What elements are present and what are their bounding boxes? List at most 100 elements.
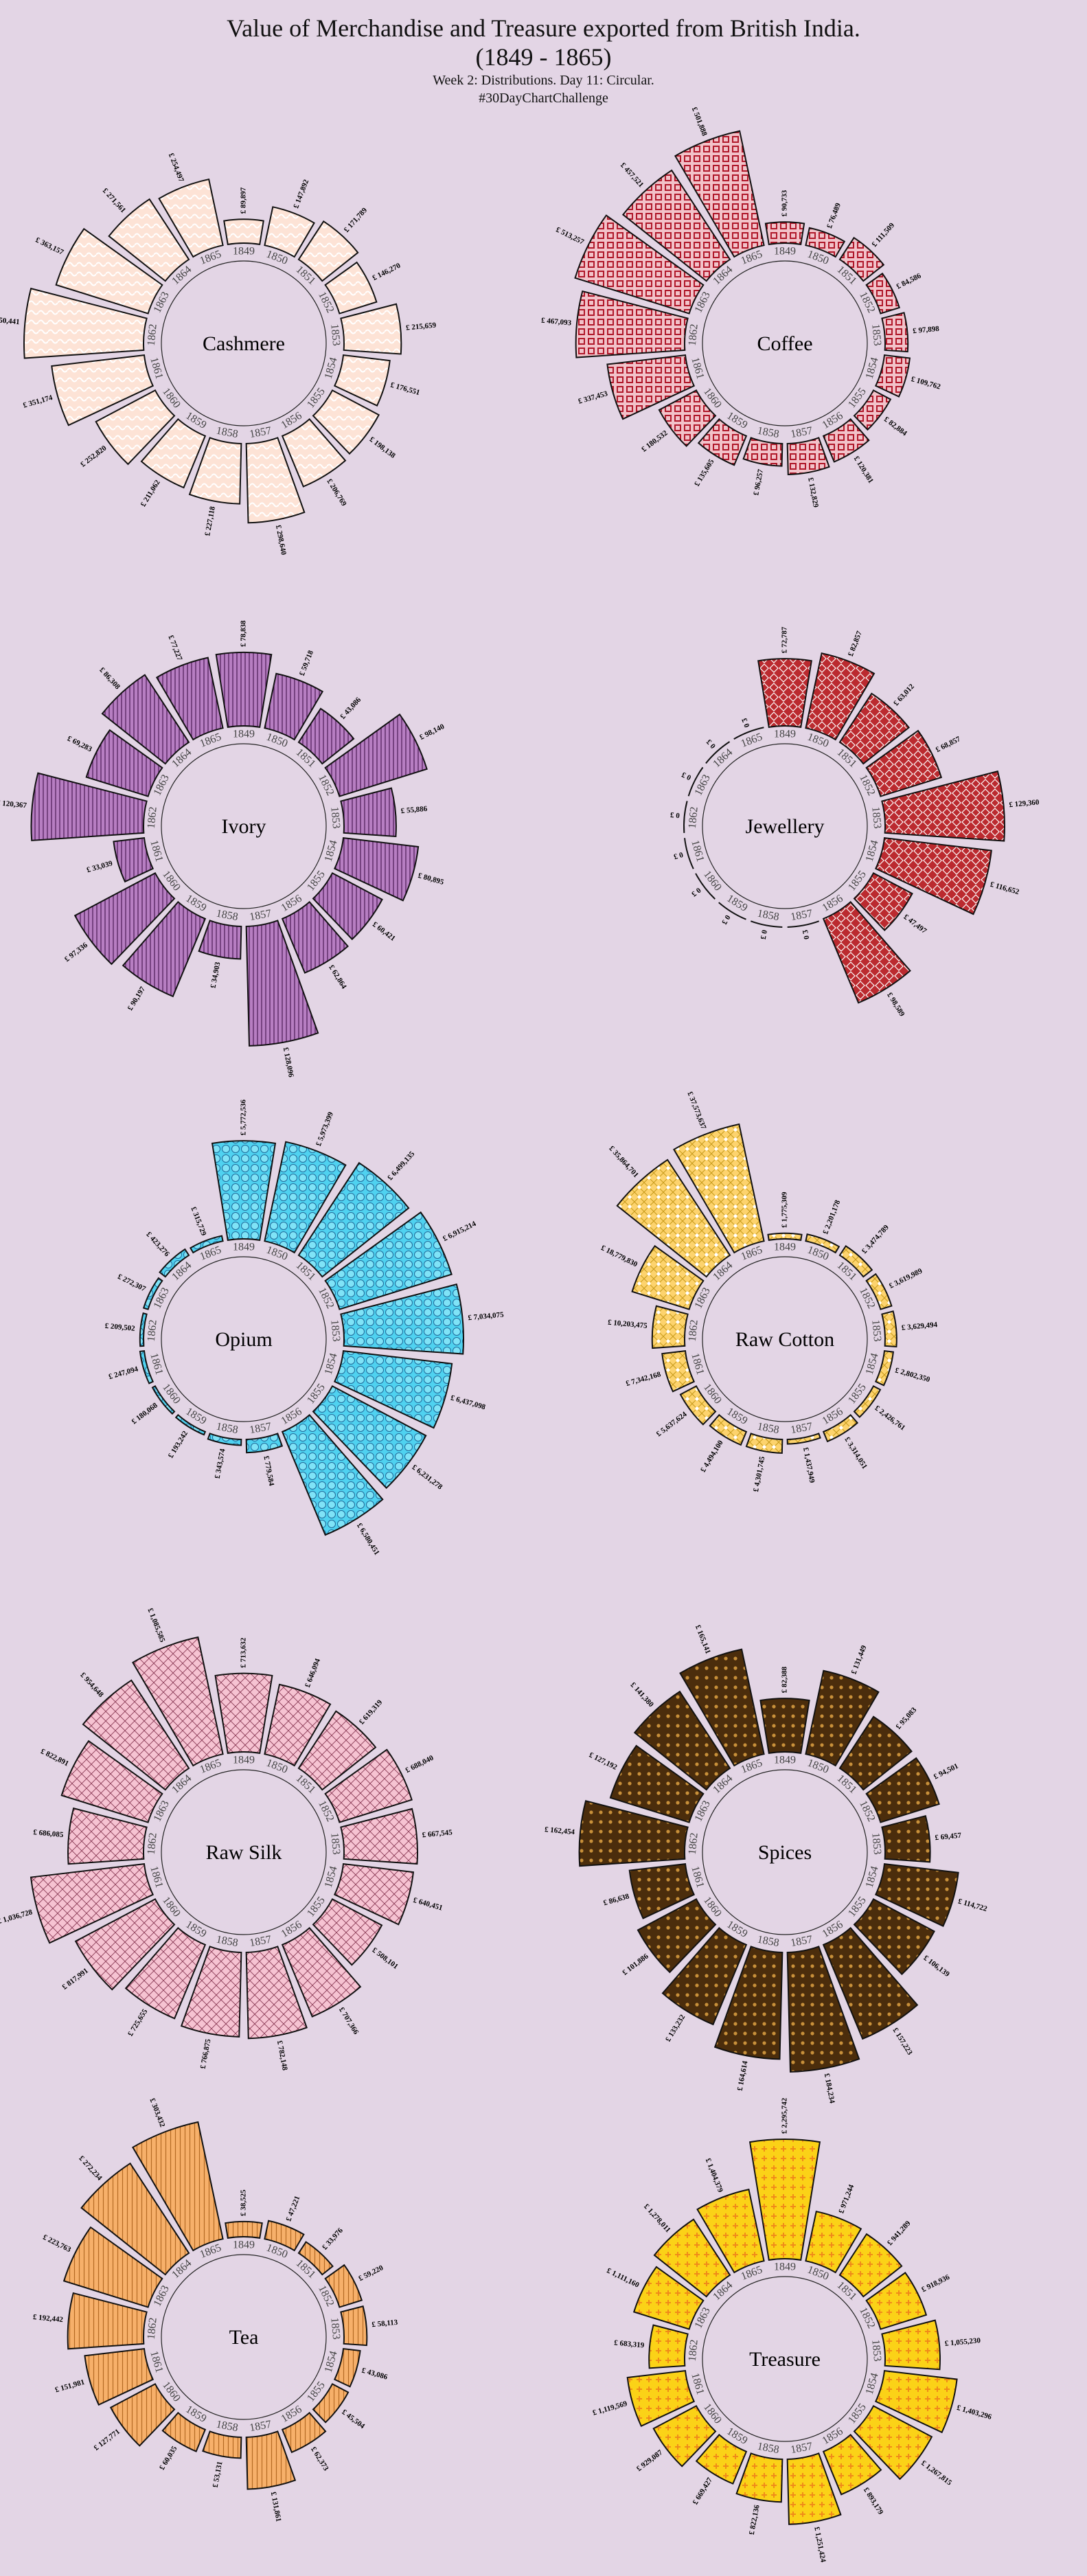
year-label: 1862	[687, 1319, 700, 1342]
value-label: £ 1,278,011	[642, 2202, 672, 2234]
value-label: £ 303,432	[148, 2097, 166, 2129]
value-label: £ 72,787	[781, 626, 789, 653]
value-label: £ 120,367	[0, 799, 27, 810]
value-label: £ 82,884	[882, 415, 908, 438]
year-label: 1854	[323, 2349, 340, 2373]
value-label: £ 1,403,296	[956, 2404, 993, 2421]
chart-name: Raw Cotton	[735, 1328, 834, 1351]
bar	[312, 1897, 383, 1966]
bar	[805, 227, 846, 258]
bar	[30, 1862, 155, 1944]
bar	[245, 1946, 308, 2040]
bar	[207, 1433, 242, 1446]
value-label: £ 33,976	[321, 2226, 345, 2252]
inner-ring	[702, 1769, 868, 1935]
bar	[874, 354, 911, 398]
value-label: £ 127,771	[93, 2428, 122, 2452]
year-label: 1849	[233, 1242, 255, 1253]
value-label: £ 929,087	[635, 2448, 665, 2473]
bar	[609, 1744, 705, 1823]
value-label: £ 147,892	[292, 178, 310, 209]
value-label: £ 86,308	[98, 666, 122, 692]
bar	[822, 900, 911, 1004]
bar	[155, 657, 224, 741]
year-label: 1853	[869, 806, 883, 829]
value-label: £ 96,257	[752, 468, 765, 497]
inner-ring	[702, 2276, 868, 2442]
bar	[865, 729, 943, 797]
bar	[23, 287, 148, 359]
value-label: £ 5,973,399	[314, 1110, 335, 1148]
bar	[838, 1244, 873, 1278]
bar	[139, 1349, 155, 1384]
year-label: 1849	[774, 246, 796, 258]
bar	[673, 1123, 765, 1254]
bar	[745, 1433, 783, 1454]
value-label: £ 141,380	[629, 1681, 656, 1709]
value-label: £ 0	[759, 929, 769, 940]
value-label: £ 0	[670, 811, 680, 820]
value-label: £ 513,257	[555, 225, 586, 247]
bar	[718, 902, 746, 920]
value-label: £ 77,227	[166, 634, 183, 662]
bar	[853, 2404, 933, 2481]
bar	[202, 2430, 242, 2459]
value-label: £ 0	[673, 851, 685, 861]
value-label: £ 120,381	[852, 455, 875, 485]
value-label: £ 209,502	[104, 1322, 135, 1333]
bar	[340, 2305, 368, 2347]
value-label: £ 1,775,309	[781, 1192, 789, 1228]
value-label: £ 3,474,789	[860, 1223, 891, 1255]
value-label: £ 227,118	[203, 505, 217, 536]
value-label: £ 43,086	[339, 696, 363, 721]
bar	[687, 766, 704, 797]
value-label: £ 1,055,230	[944, 2336, 981, 2348]
value-label: £ 817,991	[60, 1967, 89, 1992]
bar	[297, 2241, 334, 2276]
value-label: £ 146,270	[371, 262, 402, 283]
value-label: £ 0	[690, 886, 703, 898]
value-label: £ 1,119,569	[592, 2400, 628, 2417]
value-label: £ 109,762	[910, 375, 941, 391]
value-label: £ 198,138	[368, 435, 398, 460]
value-label: £ 78,838	[240, 620, 248, 647]
value-label: £ 688,040	[404, 1754, 435, 1775]
value-label: £ 211,062	[139, 478, 162, 508]
value-label: £ 98,589	[885, 991, 906, 1018]
bar	[786, 2452, 842, 2525]
value-label: £ 713,632	[240, 1637, 248, 1668]
value-label: £ 1,085,585	[146, 1607, 166, 1644]
bar	[180, 1946, 242, 2038]
year-label: 1862	[146, 2317, 159, 2340]
bar	[281, 1413, 384, 1536]
year-label: 1861	[689, 1865, 706, 1889]
value-label: £ 45,504	[340, 2408, 366, 2430]
bar	[84, 2347, 155, 2406]
bar	[637, 1897, 717, 1974]
bar	[324, 2264, 363, 2308]
value-label: £ 162,454	[545, 1825, 575, 1836]
year-label: 1854	[323, 1865, 340, 1889]
value-label: £ 822,891	[39, 1747, 70, 1768]
year-label: 1854	[323, 1352, 340, 1376]
value-label: £ 646,094	[304, 1657, 322, 1689]
value-label: £ 1,111,160	[606, 2266, 641, 2290]
bar	[132, 1636, 224, 1767]
value-label: £ 76,489	[825, 202, 843, 230]
year-label: 1858	[756, 1934, 780, 1950]
inner-ring	[161, 1769, 327, 1935]
chart-name: Treasure	[749, 2348, 821, 2371]
value-label: £ 90,197	[126, 985, 148, 1012]
bar	[697, 418, 748, 466]
value-label: £ 38,525	[240, 2189, 248, 2216]
value-label: £ 298,640	[274, 525, 288, 556]
value-label: £ 192,442	[32, 2313, 63, 2324]
bar	[214, 1672, 273, 1755]
value-label: £ 252,820	[79, 444, 108, 468]
value-label: £ 63,012	[892, 682, 916, 707]
value-label: £ 822,136	[748, 2504, 762, 2535]
bar	[874, 2369, 958, 2434]
bar	[838, 692, 911, 765]
value-label: £ 43,086	[361, 2367, 389, 2382]
bar	[340, 1283, 464, 1355]
